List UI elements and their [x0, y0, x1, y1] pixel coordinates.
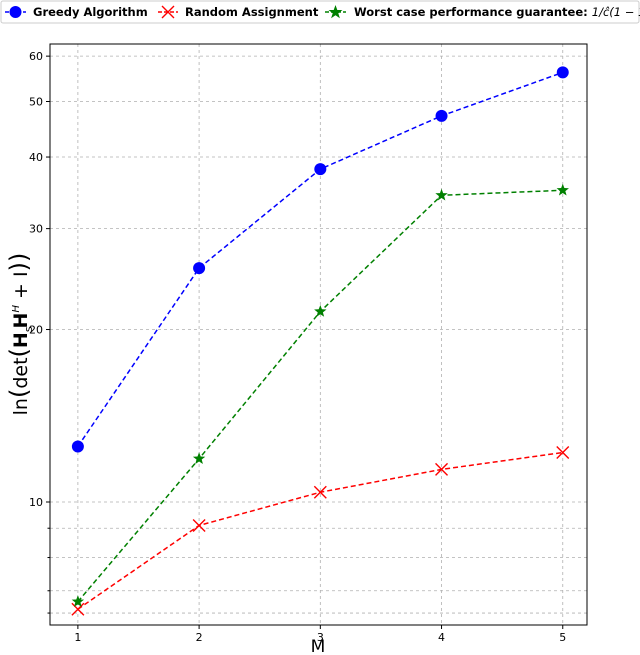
series-lines [71, 66, 570, 616]
legend-frame [0, 0, 640, 24]
x-tick-label: 3 [317, 631, 324, 644]
data-point-x [71, 602, 85, 616]
data-point-circle [435, 109, 448, 122]
y-tick-label: 50 [29, 96, 43, 109]
series-3 [71, 183, 569, 607]
x-tick-label: 1 [74, 631, 81, 644]
legend-label-random: Random Assignment [185, 5, 319, 19]
data-point-star [556, 183, 569, 196]
data-point-star [314, 305, 327, 317]
y-tick-label: 40 [29, 151, 43, 164]
axis-ticks: 1 2 3 4 5 10 20 30 40 50 60 [29, 50, 566, 644]
data-point-circle [71, 440, 84, 453]
legend-label-greedy: Greedy Algorithm [33, 5, 148, 19]
x-tick-label: 2 [196, 631, 203, 644]
series-2 [71, 446, 570, 616]
y-axis-label: ln(det(HsHH + I)) [5, 253, 35, 416]
x-axis-label: M [311, 637, 326, 655]
data-point-star [192, 452, 206, 464]
x-tick-label: 5 [559, 631, 566, 644]
legend-marker-star [328, 5, 343, 19]
data-point-circle [193, 262, 206, 275]
data-point-x [192, 518, 206, 532]
legend-marker-circle [9, 6, 22, 18]
data-point-x [313, 485, 327, 499]
data-point-circle [556, 66, 569, 79]
legend-label-worst-case: Worst case performance guarantee: 1/ĉ(1 … [354, 5, 640, 19]
legend-marker-x [161, 5, 175, 19]
series-1 [71, 66, 569, 453]
legend: Greedy Algorithm Random Assignment Worst… [0, 0, 640, 24]
y-tick-label: 30 [29, 223, 43, 236]
data-point-star [71, 595, 85, 607]
legend-entry-worst-case: Worst case performance guarantee: 1/ĉ(1 … [325, 5, 640, 19]
y-tick-label: 60 [29, 50, 43, 63]
legend-entry-greedy: Greedy Algorithm [5, 5, 148, 19]
svg-text:ln(det(HsHH + I)): ln(det(HsHH + I)) [5, 253, 35, 416]
grid-lines [50, 44, 587, 625]
data-point-x [556, 446, 570, 460]
data-point-star [435, 188, 448, 201]
series-line [77, 189, 563, 603]
y-tick-label: 10 [29, 496, 43, 509]
data-point-x [435, 462, 449, 476]
data-point-circle [314, 163, 327, 176]
x-tick-label: 4 [438, 631, 445, 644]
plot-area-frame [49, 43, 588, 626]
legend-entry-random: Random Assignment [158, 5, 319, 19]
y-tick-label: 20 [29, 324, 43, 337]
